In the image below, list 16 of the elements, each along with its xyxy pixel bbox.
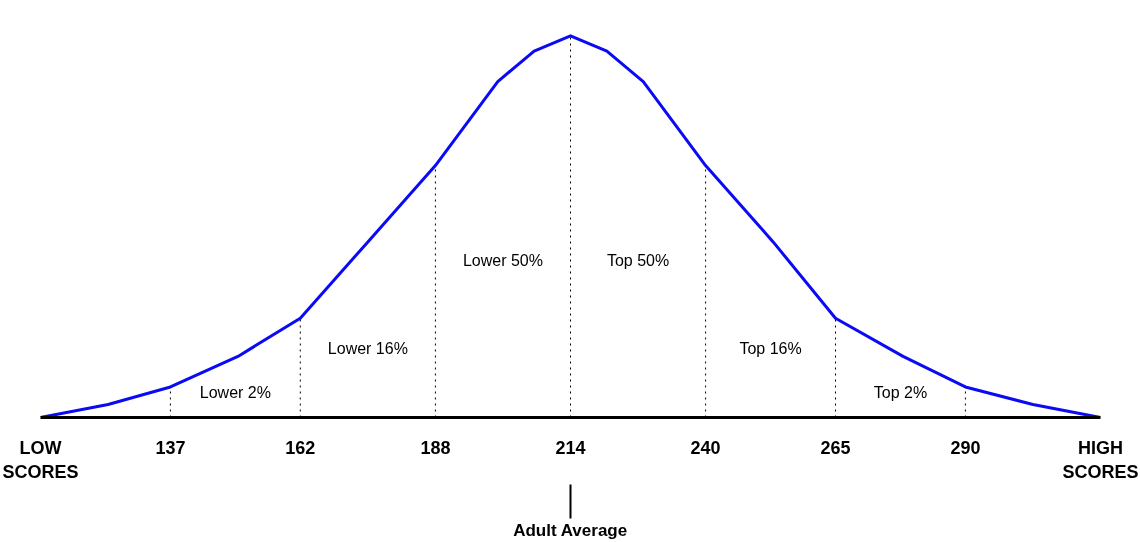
annotation: Top 2% (873, 383, 928, 401)
x-tick-label: LOW SCORES (2, 437, 79, 482)
annotation: Top 16% (739, 340, 802, 358)
text: Adult Average (513, 520, 628, 540)
annotation: Lower 50% (462, 252, 543, 270)
x-tick-label: 162 (285, 437, 316, 458)
annotation: Lower 16% (327, 340, 408, 358)
x-tick-label: 214 (555, 437, 586, 458)
x-tick-label: 240 (690, 437, 721, 458)
x-tick-label: 137 (155, 437, 186, 458)
x-tick-label: 265 (820, 437, 851, 458)
x-tick-label: HIGH SCORES (1062, 437, 1139, 482)
annotation: Lower 2% (199, 383, 271, 401)
x-tick-label: 188 (420, 437, 451, 458)
x-tick-label: 290 (950, 437, 981, 458)
annotation: Top 50% (606, 252, 670, 270)
